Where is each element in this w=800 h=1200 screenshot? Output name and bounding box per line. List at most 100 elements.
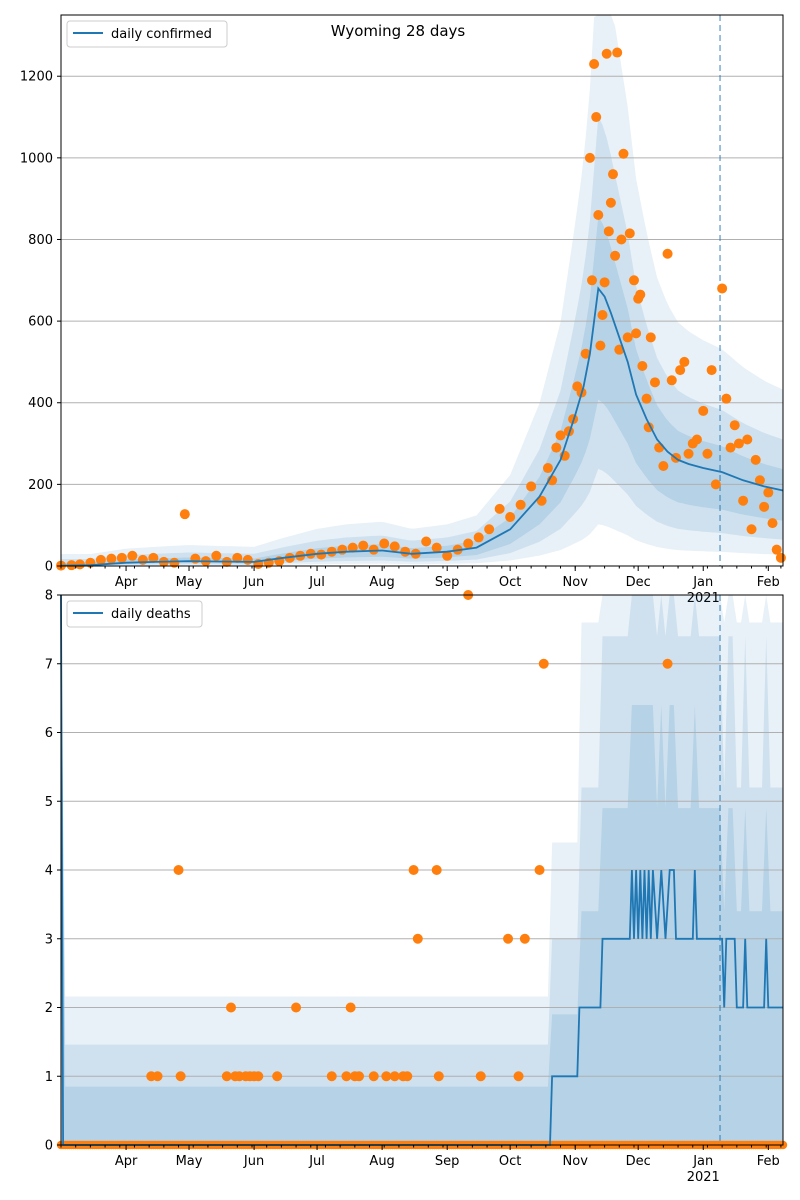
observed-point [641, 393, 652, 404]
observed-point [232, 552, 243, 563]
confirmed-plot-frame [60, 14, 784, 567]
observed-point [291, 1002, 302, 1013]
observed-point [253, 1071, 264, 1082]
observed-point [662, 248, 673, 259]
observed-point [637, 361, 648, 372]
observed-point [759, 501, 770, 512]
observed-point [595, 340, 606, 351]
observed-point [463, 538, 474, 549]
observed-point [505, 512, 516, 523]
observed-point [675, 365, 686, 376]
observed-point [358, 540, 369, 551]
observed-point [137, 554, 148, 565]
observed-point [484, 524, 495, 535]
observed-point [347, 542, 358, 553]
x-tick-label: Apr [115, 575, 138, 590]
observed-point [601, 48, 612, 59]
observed-point [702, 448, 713, 459]
observed-point [584, 152, 595, 163]
observed-point [515, 499, 526, 510]
observed-point [767, 518, 778, 529]
observed-point [421, 536, 432, 547]
observed-point [175, 1071, 186, 1082]
deaths-legend: daily deaths [66, 600, 203, 628]
observed-point [612, 47, 623, 58]
observed-point [337, 544, 348, 555]
observed-point [326, 546, 337, 557]
observed-point [599, 277, 610, 288]
observed-point [597, 309, 608, 320]
confirmed-legend: daily confirmed [66, 20, 228, 48]
observed-point [526, 481, 537, 492]
y-tick-label: 0 [45, 560, 53, 575]
observed-point [513, 1071, 524, 1082]
observed-point [591, 112, 602, 123]
x-tick-label: May [176, 575, 203, 590]
observed-point [519, 933, 530, 944]
observed-point [698, 405, 709, 416]
observed-point [442, 550, 453, 561]
observed-point [431, 865, 442, 875]
observed-point [635, 289, 646, 300]
observed-point [475, 1071, 486, 1082]
observed-point [763, 487, 774, 498]
y-tick-label: 1 [45, 1070, 53, 1085]
y-tick-label: 0 [45, 1139, 53, 1154]
observed-point [106, 553, 117, 564]
observed-point [589, 58, 600, 69]
deaths-axes: 0 1 2 3 4 5 6 7 8 Apr May Jun Jul Aug Sep Oct Nov Dec Jan2… [45, 589, 782, 1185]
x-tick-label: Jul [308, 1154, 325, 1169]
observed-point [116, 552, 127, 563]
y-tick-label: 5 [45, 795, 53, 810]
observed-point [603, 226, 614, 237]
observed-point [666, 375, 677, 386]
observed-point [742, 434, 753, 445]
observed-point [649, 377, 660, 388]
observed-point [173, 865, 184, 875]
x-tick-label: Sep [435, 575, 460, 590]
observed-point [551, 442, 562, 453]
x-tick-label: Nov [563, 1154, 589, 1169]
observed-point [354, 1071, 365, 1082]
x-year-label: 2021 [687, 1170, 720, 1185]
observed-point [658, 461, 669, 472]
observed-point [555, 430, 566, 441]
observed-point [607, 169, 618, 180]
observed-point [221, 1071, 232, 1082]
y-tick-label: 400 [28, 396, 53, 411]
confirmed-uncertainty-bands [61, 15, 783, 566]
x-tick-label: Sep [435, 1154, 460, 1169]
observed-point [706, 365, 717, 376]
observed-point [389, 1071, 400, 1082]
observed-point [345, 1002, 356, 1013]
x-tick-label: Feb [757, 575, 780, 590]
observed-point [738, 495, 749, 506]
observed-point [148, 552, 159, 563]
x-tick-label: Dec [626, 575, 651, 590]
observed-point [368, 544, 379, 555]
y-tick-label: 1000 [20, 151, 53, 166]
observed-point [618, 148, 629, 159]
x-tick-label: Nov [563, 575, 589, 590]
observed-point [169, 557, 180, 568]
observed-point [381, 1071, 392, 1082]
y-tick-label: 3 [45, 932, 53, 947]
observed-point [710, 479, 721, 490]
observed-point [379, 538, 390, 549]
observed-point [729, 420, 740, 431]
x-tick-label: May [176, 1154, 203, 1169]
x-tick-label: Oct [499, 575, 521, 590]
x-tick-label: Jul [308, 575, 325, 590]
observed-point [152, 1071, 163, 1082]
uncertainty-band [61, 15, 783, 566]
deaths-series [56, 590, 788, 1150]
legend-label-daily-confirmed: daily confirmed [111, 27, 212, 42]
confirmed-panel: 0 200 400 600 800 1000 1200 Apr May Jun Jul Aug Sep O… [20, 14, 786, 606]
y-tick-label: 200 [28, 478, 53, 493]
observed-point [624, 228, 635, 239]
observed-point [127, 550, 138, 561]
uncertainty-band [61, 216, 783, 566]
observed-point [754, 475, 765, 486]
deaths-panel: 0 1 2 3 4 5 6 7 8 Apr May Jun Jul Aug Sep Oct Nov Dec Jan2… [45, 589, 788, 1185]
observed-point [645, 332, 656, 343]
